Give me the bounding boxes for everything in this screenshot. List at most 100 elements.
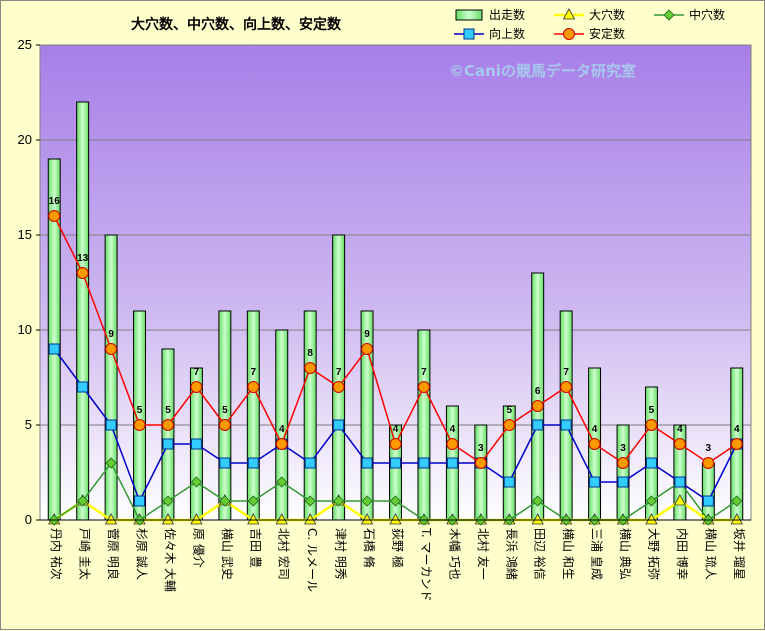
point	[673, 494, 687, 506]
data-label: 16	[49, 196, 61, 207]
y-tick-label: 0	[25, 512, 32, 527]
x-tick-label: 坂井 瑠星	[732, 528, 746, 580]
data-label: 3	[478, 443, 484, 454]
point	[645, 513, 658, 525]
legend-item: 安定数	[554, 26, 625, 41]
point	[218, 419, 231, 431]
point	[219, 457, 231, 469]
data-label: 5	[222, 405, 228, 416]
point	[161, 419, 174, 431]
point	[190, 438, 202, 450]
point	[531, 400, 544, 412]
point	[531, 513, 544, 525]
y-tick-label: 15	[18, 227, 32, 242]
point	[105, 419, 117, 431]
bar	[360, 310, 374, 521]
point	[77, 381, 89, 393]
point	[532, 495, 544, 507]
point	[645, 495, 658, 507]
point	[247, 495, 259, 507]
bar	[417, 329, 431, 521]
data-label: 7	[336, 367, 342, 378]
data-label: 3	[706, 443, 712, 454]
point	[360, 513, 374, 525]
point	[48, 210, 61, 222]
point	[162, 438, 174, 450]
y-tick-label: 10	[18, 322, 32, 337]
point	[417, 381, 430, 393]
point	[332, 381, 345, 393]
x-tick-label: 大野 拓弥	[646, 528, 661, 580]
x-tick-label: 北村 宏司	[277, 528, 292, 580]
x-tick-label: 菅原 明良	[106, 528, 121, 580]
point	[219, 495, 231, 507]
x-tick-label: 田辺 裕信	[533, 528, 548, 580]
bar	[616, 424, 630, 521]
x-tick-label: 吉田 豊	[248, 528, 262, 568]
data-label: 7	[194, 367, 200, 378]
data-label: 7	[421, 367, 427, 378]
point	[730, 513, 743, 525]
point	[446, 457, 458, 469]
point	[275, 513, 288, 525]
point	[503, 476, 515, 488]
point	[617, 457, 630, 469]
watermark-text: ©Caniの競馬データ研究室	[449, 62, 636, 80]
point	[560, 381, 573, 393]
x-tick-label: 杉原 誠人	[135, 528, 149, 580]
data-label: 3	[620, 443, 626, 454]
data-label: 4	[450, 424, 456, 435]
point	[532, 419, 544, 431]
x-tick-label: 三浦 皇成	[590, 528, 604, 580]
legend-item: 向上数	[454, 26, 525, 41]
point	[503, 419, 516, 431]
data-label: 4	[677, 424, 683, 435]
legend-swatch	[455, 9, 483, 21]
point	[134, 495, 146, 507]
point	[663, 9, 675, 21]
x-tick-label: 戸崎 圭太	[78, 528, 93, 580]
x-tick-label: 横山 武史	[220, 528, 234, 580]
point	[133, 419, 146, 431]
legend-item: 中穴数	[654, 7, 725, 22]
point	[361, 457, 373, 469]
gridlines	[40, 44, 751, 426]
point	[105, 343, 118, 355]
legend-label: 大穴数	[589, 7, 625, 22]
x-tick-label: 津村 明秀	[334, 528, 348, 580]
point	[463, 28, 475, 40]
legend-label: 出走数	[489, 7, 525, 22]
point	[617, 476, 629, 488]
data-label: 5	[649, 405, 655, 416]
bar	[246, 310, 260, 521]
y-axis: 0 5 10 15 20 25	[18, 37, 40, 527]
x-tick-label: T. マーカンド	[419, 527, 433, 602]
y-tick-label: 20	[18, 132, 32, 147]
point	[730, 438, 743, 450]
bar	[474, 424, 488, 521]
y-tick-label: 25	[18, 37, 32, 52]
point	[333, 495, 345, 507]
point	[589, 476, 601, 488]
bar	[559, 310, 573, 521]
point	[247, 513, 260, 525]
point	[105, 457, 117, 469]
point	[276, 476, 288, 488]
point	[361, 343, 374, 355]
point	[731, 495, 743, 507]
point	[304, 362, 317, 374]
point	[190, 476, 202, 488]
legend-label: 向上数	[489, 26, 525, 41]
legend-label: 安定数	[589, 26, 625, 41]
point	[389, 513, 402, 525]
point	[446, 438, 459, 450]
point	[247, 381, 260, 393]
x-tick-label: 木幡 巧也	[447, 528, 462, 580]
x-tick-label: 石橋 脩	[362, 528, 376, 568]
point	[361, 495, 373, 507]
point	[389, 438, 402, 450]
data-label: 7	[251, 367, 257, 378]
point	[645, 419, 658, 431]
